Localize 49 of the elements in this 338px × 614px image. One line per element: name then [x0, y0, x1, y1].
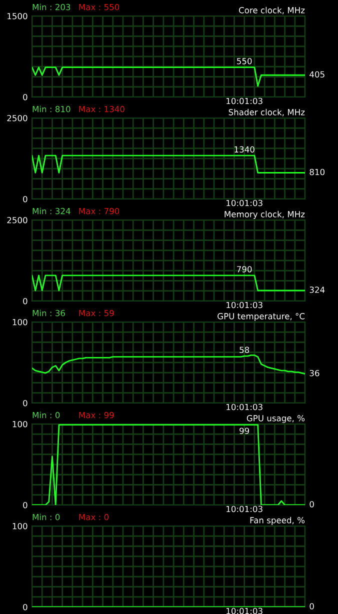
text: Min : 324 [32, 208, 70, 214]
text: Max : 0 [79, 514, 108, 520]
y-tick-label: 0 [23, 502, 28, 508]
y-tick-label: 0 [23, 604, 28, 610]
chart-title: GPU usage, % [246, 415, 305, 423]
y-tick-label: 100 [12, 522, 28, 530]
text: Min : 0 [32, 514, 60, 520]
chart-title: Memory clock, MHz [224, 210, 305, 219]
chart-title: Core clock, MHz [239, 6, 305, 14]
text: Min : 810 [32, 106, 70, 112]
data-label: 0 [310, 501, 314, 508]
text: Min : 203 [32, 4, 70, 10]
x-tick-label: 10:01:03 [226, 302, 262, 308]
data-label: 550 [237, 58, 252, 64]
text: Min : 0 [32, 412, 60, 418]
data-label: 790 [237, 266, 252, 272]
y-tick-label: 2500 [7, 114, 28, 122]
y-tick-label: 0 [23, 400, 28, 406]
x-tick-label: 10:01:03 [226, 608, 262, 614]
data-label: 405 [310, 71, 324, 78]
data-label: 1340 [234, 146, 254, 153]
chart-title: GPU temperature, °C [218, 313, 305, 321]
data-label: 58 [240, 346, 250, 354]
chart-title: Shader clock, MHz [228, 108, 305, 116]
text: Min : 36 [32, 310, 65, 316]
y-tick-label: 1500 [8, 12, 28, 20]
y-tick-label: 100 [12, 420, 28, 428]
y-tick-label: 100 [12, 318, 28, 326]
chart-title: Fan speed, % [250, 516, 305, 525]
text: Max : 790 [79, 208, 120, 214]
text: Max : 550 [79, 4, 120, 10]
line-series [32, 354, 305, 375]
data-label: 810 [310, 168, 325, 176]
x-tick-label: 10:01:03 [226, 98, 262, 104]
data-label: 36 [310, 370, 320, 376]
data-label: 99 [240, 428, 250, 434]
y-tick-label: 0 [23, 94, 28, 100]
x-tick-label: 10:01:03 [226, 200, 262, 206]
data-label: 0 [310, 603, 314, 610]
data-label: 324 [310, 286, 325, 293]
line-series [32, 424, 305, 505]
text: Max : 59 [79, 310, 114, 316]
text: Max : 99 [79, 412, 114, 418]
y-tick-label: 0 [23, 298, 28, 304]
y-tick-label: 2500 [7, 216, 28, 224]
text: Max : 1340 [79, 106, 124, 112]
x-tick-label: 10:01:03 [226, 506, 262, 512]
x-tick-label: 10:01:03 [226, 404, 262, 410]
y-tick-label: 0 [23, 196, 28, 202]
